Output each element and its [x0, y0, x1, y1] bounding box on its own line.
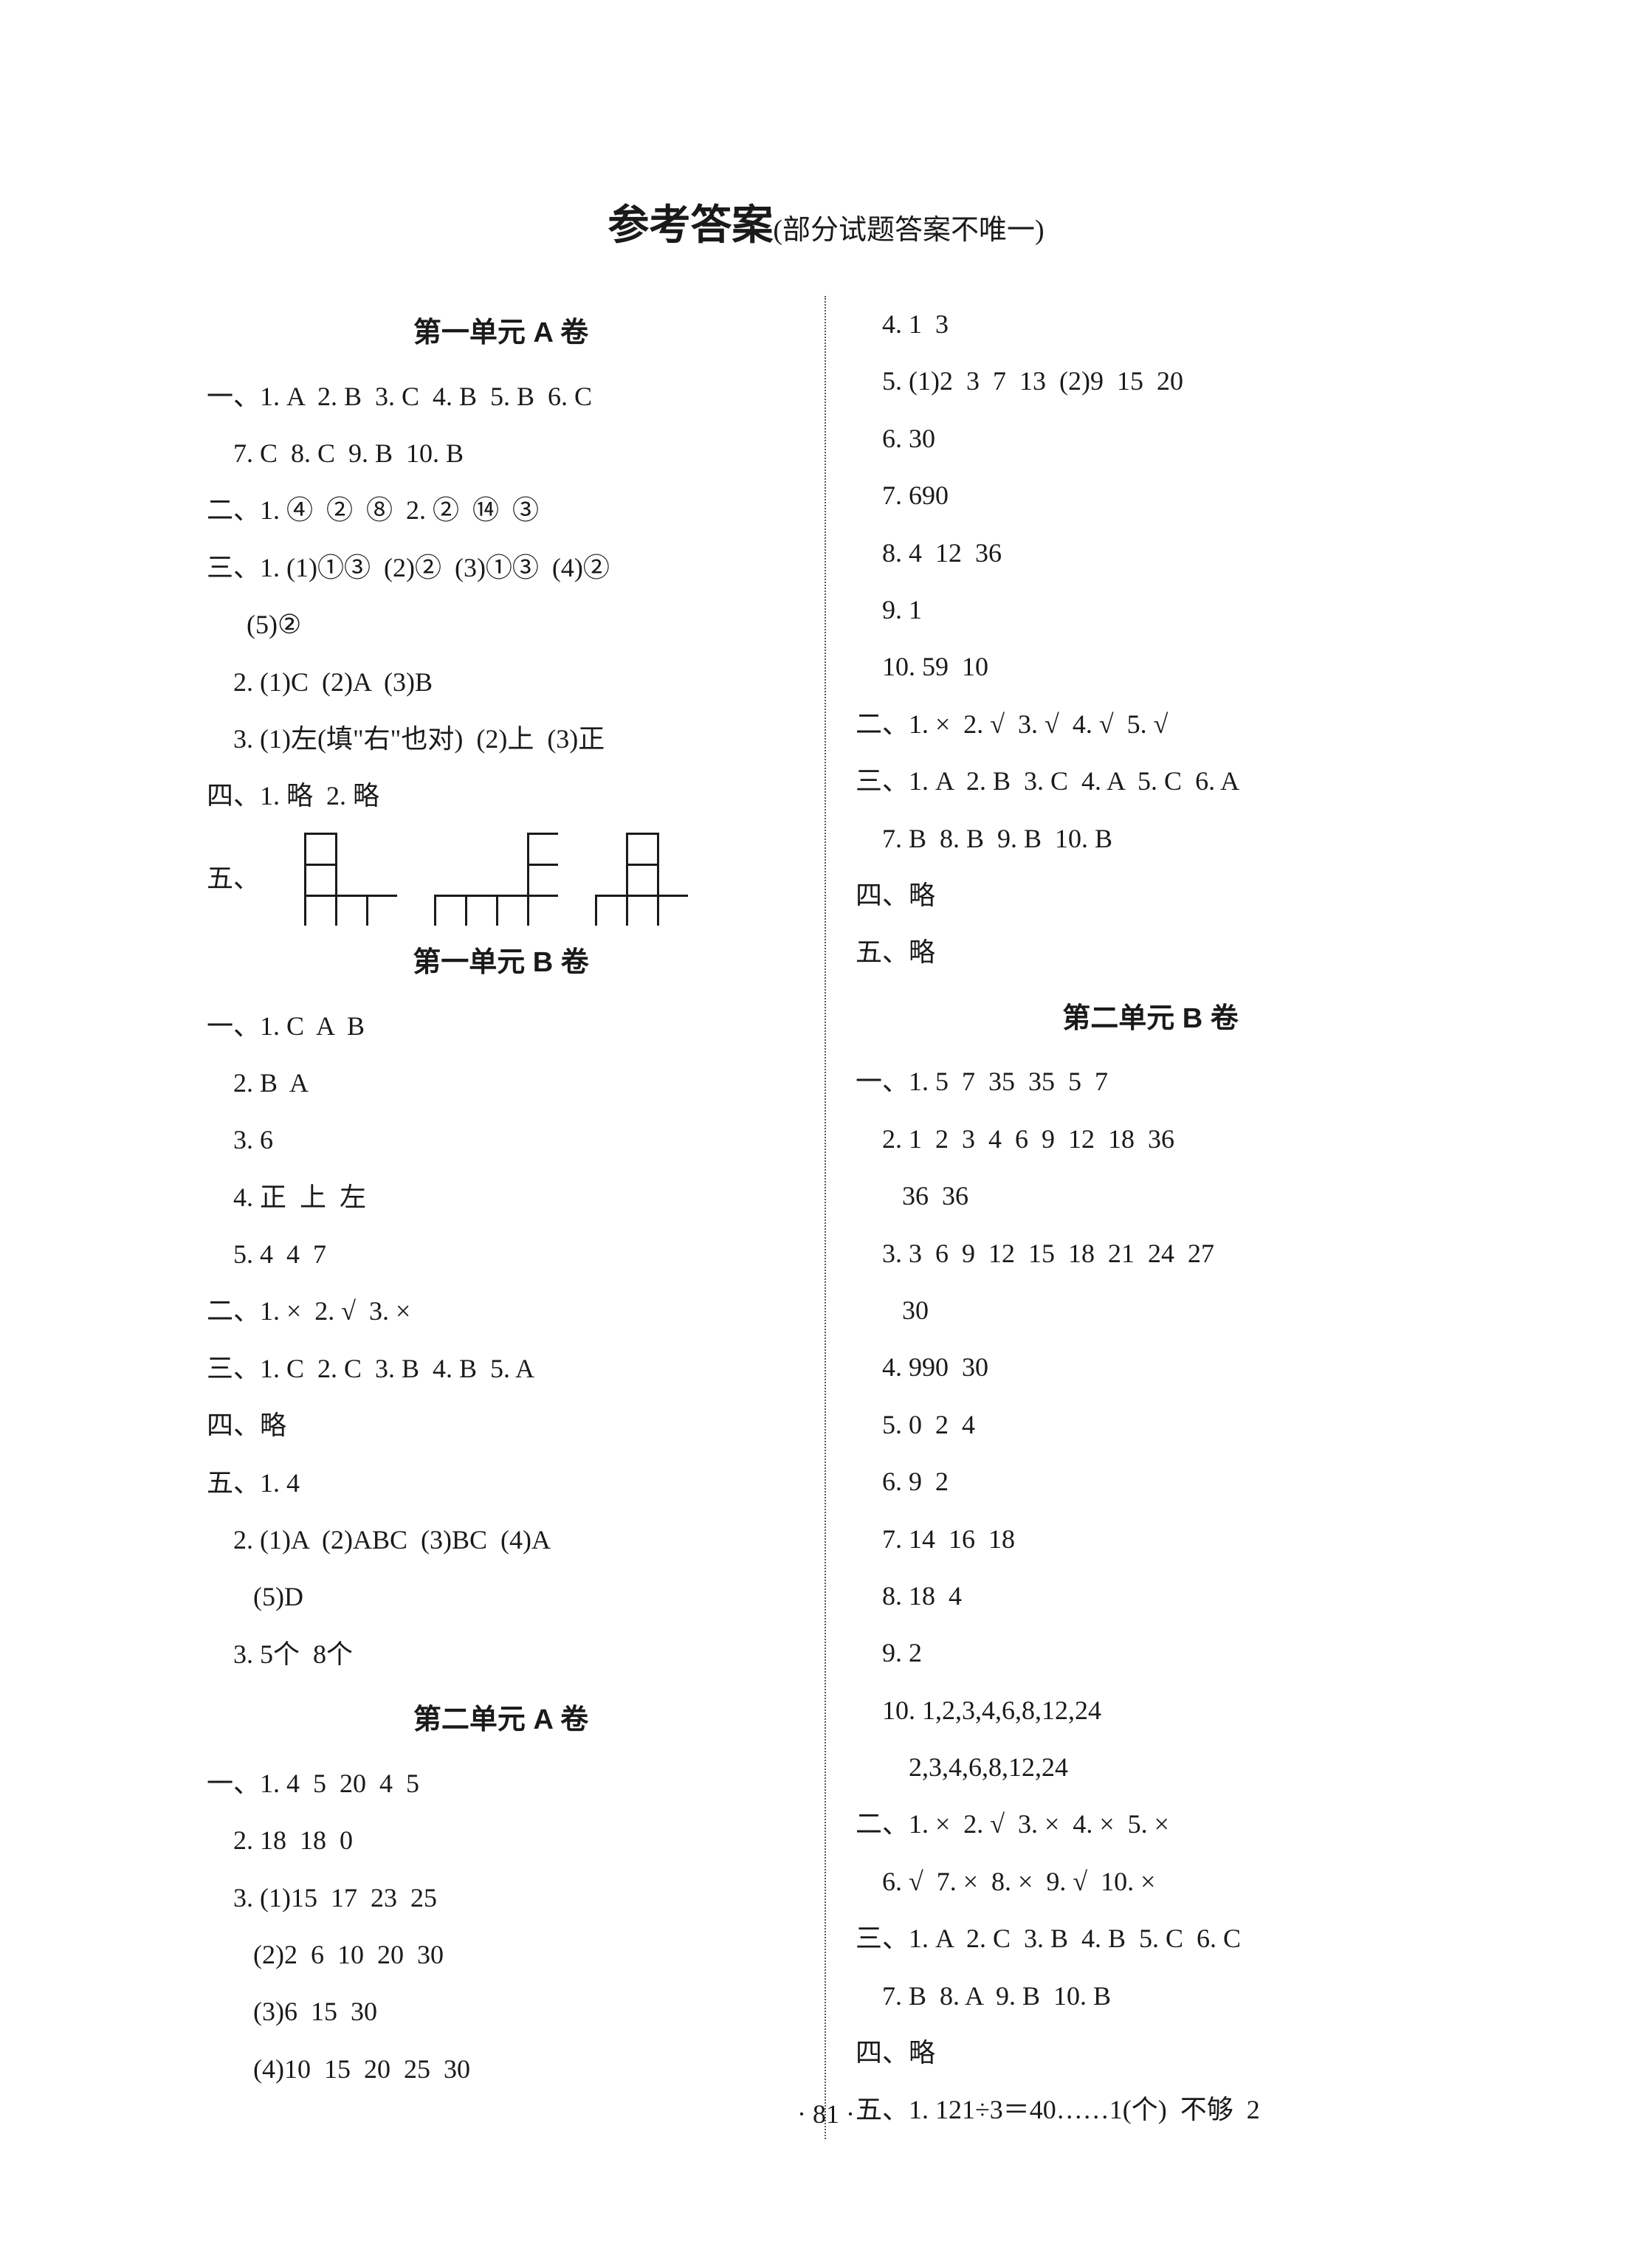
answer-line: 四、略: [856, 2025, 1445, 2082]
answer-line: 3. 3 6 9 12 15 18 21 24 27: [856, 1225, 1445, 1282]
answer-line: 3. (1)15 17 23 25: [207, 1870, 795, 1927]
answer-line: 3. 5个 8个: [207, 1626, 795, 1683]
answer-line: 一、1. 5 7 35 35 5 7: [856, 1053, 1445, 1110]
answer-line: 4. 990 30: [856, 1339, 1445, 1396]
answer-line: (5)②: [207, 596, 795, 653]
page-title: 参考答案(部分试题答案不唯一): [207, 192, 1445, 252]
answer-line: 9. 1: [856, 582, 1445, 638]
answer-line: 6. 9 2: [856, 1453, 1445, 1510]
title-sub: (部分试题答案不唯一): [773, 215, 1044, 246]
answer-line: 五、1. 4: [207, 1455, 795, 1512]
block-u2a-left: 一、1. 4 5 20 4 5 2. 18 18 0 3. (1)15 17 2…: [207, 1755, 795, 2098]
answer-line: 二、1. × 2. √ 3. √ 4. √ 5. √: [856, 696, 1445, 753]
answer-line: 一、1. C A B: [207, 998, 795, 1055]
figure-row: 五、: [207, 833, 795, 926]
header-u1b: 第一单元 B 卷: [207, 933, 795, 994]
title-main: 参考答案: [608, 202, 773, 248]
answer-line: 5. 4 4 7: [207, 1226, 795, 1283]
answer-line: 五、略: [856, 924, 1445, 981]
block-u1a: 一、1. A 2. B 3. C 4. B 5. B 6. C 7. C 8. …: [207, 368, 795, 825]
answer-line: 三、1. A 2. C 3. B 4. B 5. C 6. C: [856, 1910, 1445, 1967]
tetromino-3: [595, 833, 688, 926]
answer-line: (2)2 6 10 20 30: [207, 1927, 795, 1983]
answer-line: 7. 14 16 18: [856, 1511, 1445, 1568]
answer-line: 3. 6: [207, 1112, 795, 1168]
answer-line: (3)6 15 30: [207, 1983, 795, 2040]
answer-line: 4. 正 上 左: [207, 1169, 795, 1226]
content-columns: 第一单元 A 卷 一、1. A 2. B 3. C 4. B 5. B 6. C…: [207, 296, 1445, 2139]
right-column: 4. 1 3 5. (1)2 3 7 13 (2)9 15 20 6. 30 7…: [826, 296, 1445, 2139]
answer-line: 2. B A: [207, 1055, 795, 1112]
answer-line: 6. √ 7. × 8. × 9. √ 10. ×: [856, 1853, 1445, 1910]
answer-line: 四、略: [207, 1397, 795, 1454]
answer-line: 4. 1 3: [856, 296, 1445, 353]
answer-line: 一、1. A 2. B 3. C 4. B 5. B 6. C: [207, 368, 795, 425]
tetromino-2: [434, 833, 558, 926]
answer-line: 5. 0 2 4: [856, 1397, 1445, 1453]
answer-line: 2,3,4,6,8,12,24: [856, 1739, 1445, 1796]
answer-line: 三、1. A 2. B 3. C 4. A 5. C 6. A: [856, 753, 1445, 810]
answer-line: 二、1. × 2. √ 3. × 4. × 5. ×: [856, 1796, 1445, 1853]
answer-line: 8. 18 4: [856, 1568, 1445, 1625]
answer-line: (5)D: [207, 1569, 795, 1625]
answer-line: 7. C 8. C 9. B 10. B: [207, 425, 795, 482]
answer-line: 一、1. 4 5 20 4 5: [207, 1755, 795, 1812]
page-number: · 81 ·: [0, 2099, 1652, 2130]
answer-line: 2. (1)A (2)ABC (3)BC (4)A: [207, 1512, 795, 1569]
answer-line: 四、略: [856, 867, 1445, 924]
answer-line: 30: [856, 1282, 1445, 1339]
header-u2a: 第二单元 A 卷: [207, 1690, 795, 1751]
answer-line: 3. (1)左(填"右"也对) (2)上 (3)正: [207, 711, 795, 768]
header-u2b: 第二单元 B 卷: [856, 989, 1445, 1050]
answer-line: 二、1. × 2. √ 3. ×: [207, 1283, 795, 1340]
answer-line: (4)10 15 20 25 30: [207, 2041, 795, 2098]
answer-line: 四、1. 略 2. 略: [207, 768, 795, 824]
answer-line: 2. 18 18 0: [207, 1812, 795, 1869]
left-column: 第一单元 A 卷 一、1. A 2. B 3. C 4. B 5. B 6. C…: [207, 296, 826, 2139]
answer-line: 2. 1 2 3 4 6 9 12 18 36: [856, 1111, 1445, 1168]
answer-line: 7. B 8. B 9. B 10. B: [856, 810, 1445, 867]
answer-line: 2. (1)C (2)A (3)B: [207, 654, 795, 711]
answer-line: 8. 4 12 36: [856, 525, 1445, 582]
block-u2a-right: 4. 1 3 5. (1)2 3 7 13 (2)9 15 20 6. 30 7…: [856, 296, 1445, 982]
answer-line: 10. 1,2,3,4,6,8,12,24: [856, 1682, 1445, 1739]
block-u1b: 一、1. C A B 2. B A 3. 6 4. 正 上 左 5. 4 4 7…: [207, 998, 795, 1684]
tetromino-1: [304, 833, 397, 926]
answer-line: 5. (1)2 3 7 13 (2)9 15 20: [856, 353, 1445, 410]
answer-line: 6. 30: [856, 410, 1445, 467]
answer-line: 二、1. ④ ② ⑧ 2. ② ⑭ ③: [207, 482, 795, 539]
answer-line: 36 36: [856, 1168, 1445, 1225]
answer-line: 三、1. (1)①③ (2)② (3)①③ (4)②: [207, 540, 795, 596]
answer-line: 7. 690: [856, 467, 1445, 524]
answer-line: 三、1. C 2. C 3. B 4. B 5. A: [207, 1340, 795, 1397]
answer-line: 7. B 8. A 9. B 10. B: [856, 1968, 1445, 2025]
block-u2b: 一、1. 5 7 35 35 5 7 2. 1 2 3 4 6 9 12 18 …: [856, 1053, 1445, 2138]
figure-label: 五、: [207, 850, 260, 907]
header-u1a: 第一单元 A 卷: [207, 303, 795, 364]
answer-line: 9. 2: [856, 1625, 1445, 1681]
answer-line: 10. 59 10: [856, 638, 1445, 695]
